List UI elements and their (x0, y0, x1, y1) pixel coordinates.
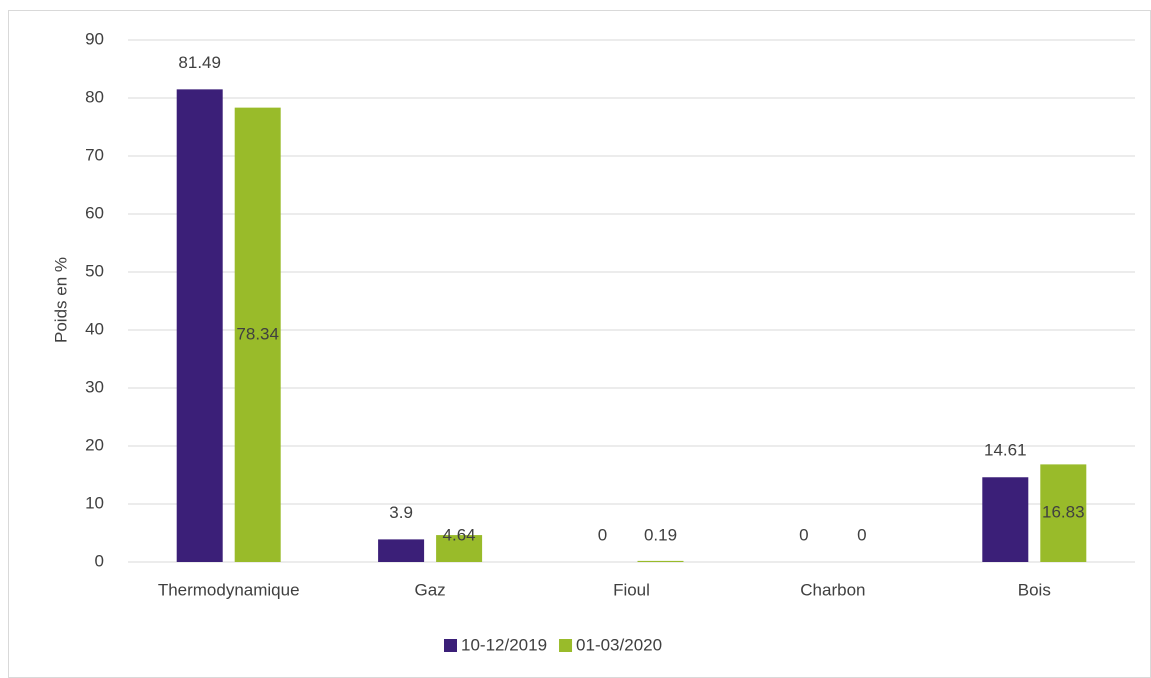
bar (637, 560, 684, 562)
x-tick-label: Bois (1018, 580, 1051, 599)
data-label: 0 (799, 525, 808, 544)
data-label: 4.64 (443, 525, 476, 544)
y-tick-label: 70 (85, 145, 104, 164)
y-tick-label: 0 (95, 551, 104, 570)
bar (982, 477, 1029, 562)
data-label: 0 (598, 525, 607, 544)
data-label: 0 (857, 525, 866, 544)
bar (1040, 464, 1087, 562)
data-label: 81.49 (178, 53, 221, 72)
data-label: 16.83 (1042, 503, 1085, 522)
y-tick-label: 60 (85, 203, 104, 222)
data-label: 14.61 (984, 441, 1027, 460)
data-label: 78.34 (236, 324, 279, 343)
legend-swatch (559, 639, 573, 652)
bar (436, 535, 483, 562)
x-tick-label: Fioul (613, 580, 650, 599)
bar (378, 539, 425, 562)
y-tick-label: 90 (85, 29, 104, 48)
bar (176, 89, 223, 562)
data-label: 3.9 (389, 503, 413, 522)
y-tick-label: 50 (85, 261, 104, 280)
y-tick-label: 40 (85, 319, 104, 338)
data-label: 0.19 (644, 525, 677, 544)
x-tick-label: Thermodynamique (158, 580, 300, 599)
x-tick-label: Charbon (800, 580, 865, 599)
y-axis-title: Poids en % (51, 257, 70, 343)
y-tick-label: 30 (85, 377, 104, 396)
x-tick-label: Gaz (415, 580, 446, 599)
legend-swatch (444, 639, 457, 652)
legend-label: 10-12/2019 (461, 635, 547, 654)
bar (234, 107, 281, 563)
legend-label: 01-03/2020 (576, 635, 662, 654)
y-tick-label: 20 (85, 435, 104, 454)
y-tick-label: 80 (85, 87, 104, 106)
y-tick-label: 10 (85, 493, 104, 512)
